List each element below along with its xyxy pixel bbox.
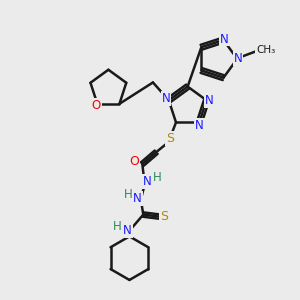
- Text: CH₃: CH₃: [256, 45, 275, 55]
- Text: N: N: [234, 52, 243, 65]
- Text: N: N: [133, 192, 142, 205]
- Text: N: N: [205, 94, 214, 107]
- Text: N: N: [220, 32, 229, 46]
- Text: N: N: [143, 176, 152, 188]
- Text: S: S: [160, 210, 168, 223]
- Text: O: O: [130, 154, 139, 168]
- Text: S: S: [166, 132, 174, 145]
- Text: H: H: [124, 188, 133, 201]
- Text: N: N: [195, 119, 204, 132]
- Text: H: H: [113, 220, 122, 233]
- Text: N: N: [123, 224, 132, 237]
- Text: N: N: [161, 92, 170, 105]
- Text: H: H: [153, 171, 162, 184]
- Text: O: O: [92, 99, 101, 112]
